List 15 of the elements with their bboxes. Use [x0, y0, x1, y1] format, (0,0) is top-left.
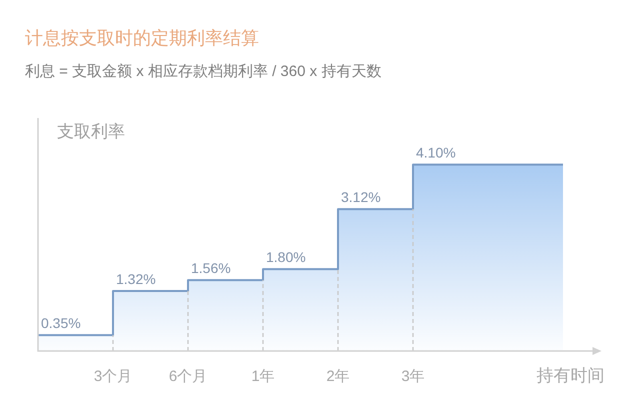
data-label: 3.12%: [341, 189, 381, 206]
subtitle: 利息 = 支取金额 x 相应存款档期利率 / 360 x 持有天数: [25, 63, 382, 80]
x-tick-label: 1年: [251, 368, 275, 385]
x-tick-label: 3个月: [94, 368, 132, 385]
x-tick-label: 6个月: [168, 368, 208, 385]
data-label: 4.10%: [416, 144, 456, 161]
data-label: 1.80%: [266, 249, 306, 266]
x-axis-title: 持有时间: [536, 366, 604, 385]
title: 计息按支取时的定期利率结算: [25, 28, 259, 48]
y-axis-title: 支取利率: [57, 122, 125, 141]
data-label: 1.32%: [116, 271, 156, 287]
x-tick-label: 2年: [326, 368, 350, 385]
data-label: 1.56%: [191, 260, 231, 276]
data-label: 0.35%: [41, 315, 81, 332]
x-tick-label: 3年: [401, 368, 425, 385]
